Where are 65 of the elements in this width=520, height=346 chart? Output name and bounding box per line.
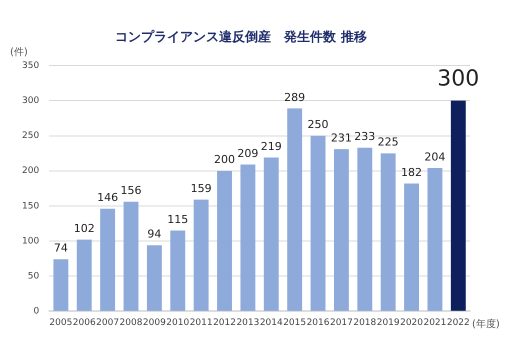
bar	[310, 136, 326, 311]
bar	[100, 208, 116, 311]
x-tick-label: 2005	[49, 318, 72, 328]
y-tick-label: 50	[28, 271, 40, 282]
bar	[240, 164, 256, 311]
bar	[427, 168, 442, 311]
x-tick-label: 2014	[260, 318, 284, 328]
x-tick-label: 2012	[213, 318, 236, 328]
x-tick-label: 2019	[376, 318, 400, 328]
x-tick-label: 2021	[423, 318, 446, 328]
data-label: 159	[190, 182, 212, 195]
data-label: 219	[260, 140, 282, 153]
data-label: 225	[378, 136, 399, 149]
bar	[194, 200, 209, 311]
x-tick-label: 2020	[400, 318, 424, 328]
y-tick-label: 250	[22, 131, 40, 142]
x-tick-label: 2016	[306, 318, 330, 328]
bar	[264, 158, 279, 311]
x-axis-title: (年度)	[472, 318, 500, 330]
x-tick-label: 2013	[236, 318, 260, 328]
y-tick-label: 300	[22, 96, 40, 106]
data-label: 146	[97, 191, 118, 204]
data-label: 204	[424, 150, 446, 164]
bar	[404, 183, 420, 311]
data-label: 233	[354, 130, 376, 144]
bar	[334, 149, 349, 311]
bar	[380, 153, 396, 311]
bar	[287, 108, 302, 311]
data-label: 209	[237, 146, 258, 160]
x-tick-label: 2007	[96, 318, 120, 328]
chart-title: コンプライアンス違反倒産 発生件数 推移	[115, 29, 367, 46]
x-tick-label: 2015	[283, 318, 306, 328]
y-tick-label: 150	[22, 201, 40, 212]
bar	[76, 240, 92, 311]
data-label: 289	[284, 90, 306, 104]
bar	[450, 100, 466, 311]
data-label: 115	[167, 212, 188, 226]
data-label: 200	[214, 153, 236, 166]
x-tick-label: 2011	[190, 318, 213, 328]
y-tick-label: 350	[22, 60, 40, 71]
bar	[124, 202, 138, 311]
bar	[357, 148, 372, 311]
data-label: 94	[147, 228, 162, 241]
data-label: 182	[401, 166, 422, 179]
x-tick-label: 2022	[446, 318, 470, 328]
data-label: 156	[120, 184, 142, 198]
y-tick-label: 100	[22, 236, 40, 246]
y-tick-label: 0	[33, 306, 40, 317]
x-tick-label: 2017	[330, 318, 353, 328]
bar	[53, 259, 68, 311]
bar	[217, 170, 232, 311]
bar	[146, 245, 162, 311]
data-label: 74	[54, 242, 68, 255]
x-tick-label: 2018	[353, 318, 377, 328]
x-tick-label: 2006	[72, 318, 96, 328]
data-label: 250	[308, 118, 329, 132]
y-axis-title: (件)	[10, 47, 28, 58]
data-label: 300	[437, 66, 480, 92]
data-label: 102	[74, 222, 95, 235]
data-label: 231	[330, 131, 352, 144]
bar	[170, 230, 186, 311]
x-tick-label: 2008	[120, 318, 143, 328]
x-tick-label: 2009	[142, 318, 166, 328]
y-tick-label: 200	[22, 166, 40, 176]
x-tick-label: 2010	[166, 318, 190, 328]
